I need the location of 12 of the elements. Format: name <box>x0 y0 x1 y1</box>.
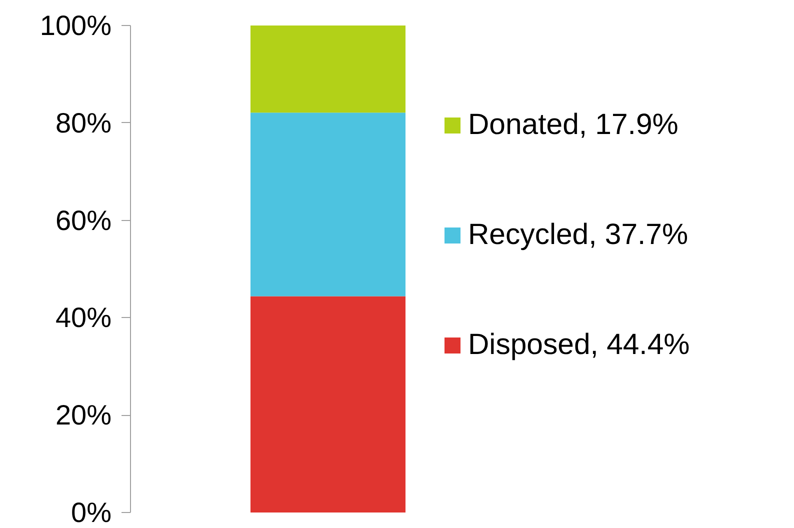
legend-label: Recycled, 37.7% <box>468 218 688 252</box>
bar <box>250 296 406 512</box>
bar <box>250 26 406 113</box>
y-tick-label: 40% <box>55 302 112 334</box>
legend-label: Donated, 17.9% <box>468 108 678 142</box>
y-tick-label: 20% <box>55 400 112 431</box>
bar <box>250 112 406 296</box>
y-tick-label: 100% <box>40 10 112 41</box>
y-tick-label: 60% <box>55 204 112 236</box>
y-tick-label: 0% <box>71 497 112 528</box>
y-tick-label: 80% <box>55 107 112 138</box>
legend-label: Disposed, 44.4% <box>468 328 690 362</box>
